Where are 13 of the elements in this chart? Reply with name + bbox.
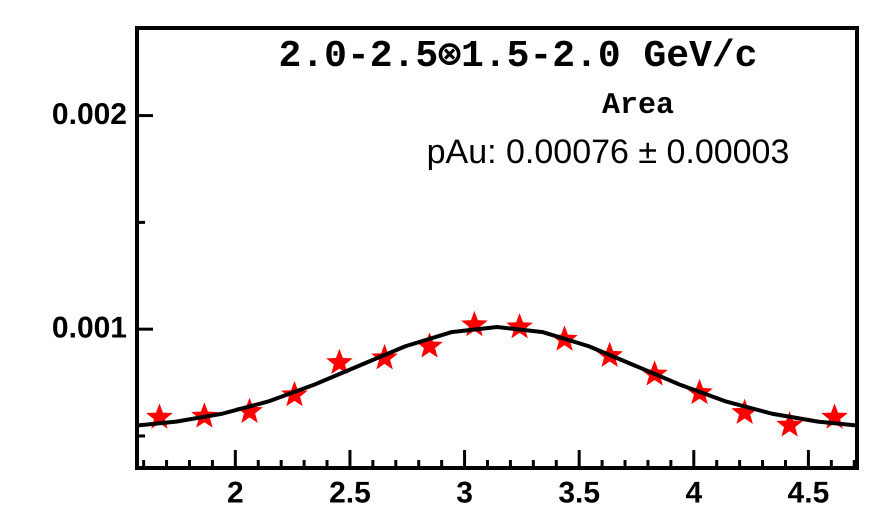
x-tick-label: 3.5 [558,476,600,510]
y-tick-label: 0.002 [52,98,127,131]
x-tick-label: 3 [456,476,473,510]
chart-title: 2.0-2.5⊗1.5-2.0 GeV/c [278,35,758,78]
x-tick-label: 4 [685,476,702,510]
point [326,348,353,374]
x-tick-label: 2.5 [329,476,371,510]
y-tick-label: 0.001 [52,311,127,344]
x-tick-label: 2 [226,476,244,510]
x-tick-label: 4.5 [788,476,830,510]
annotation: Area [602,89,674,123]
point [776,411,803,437]
annotation: pAu: 0.00076 ± 0.00003 [426,133,790,171]
